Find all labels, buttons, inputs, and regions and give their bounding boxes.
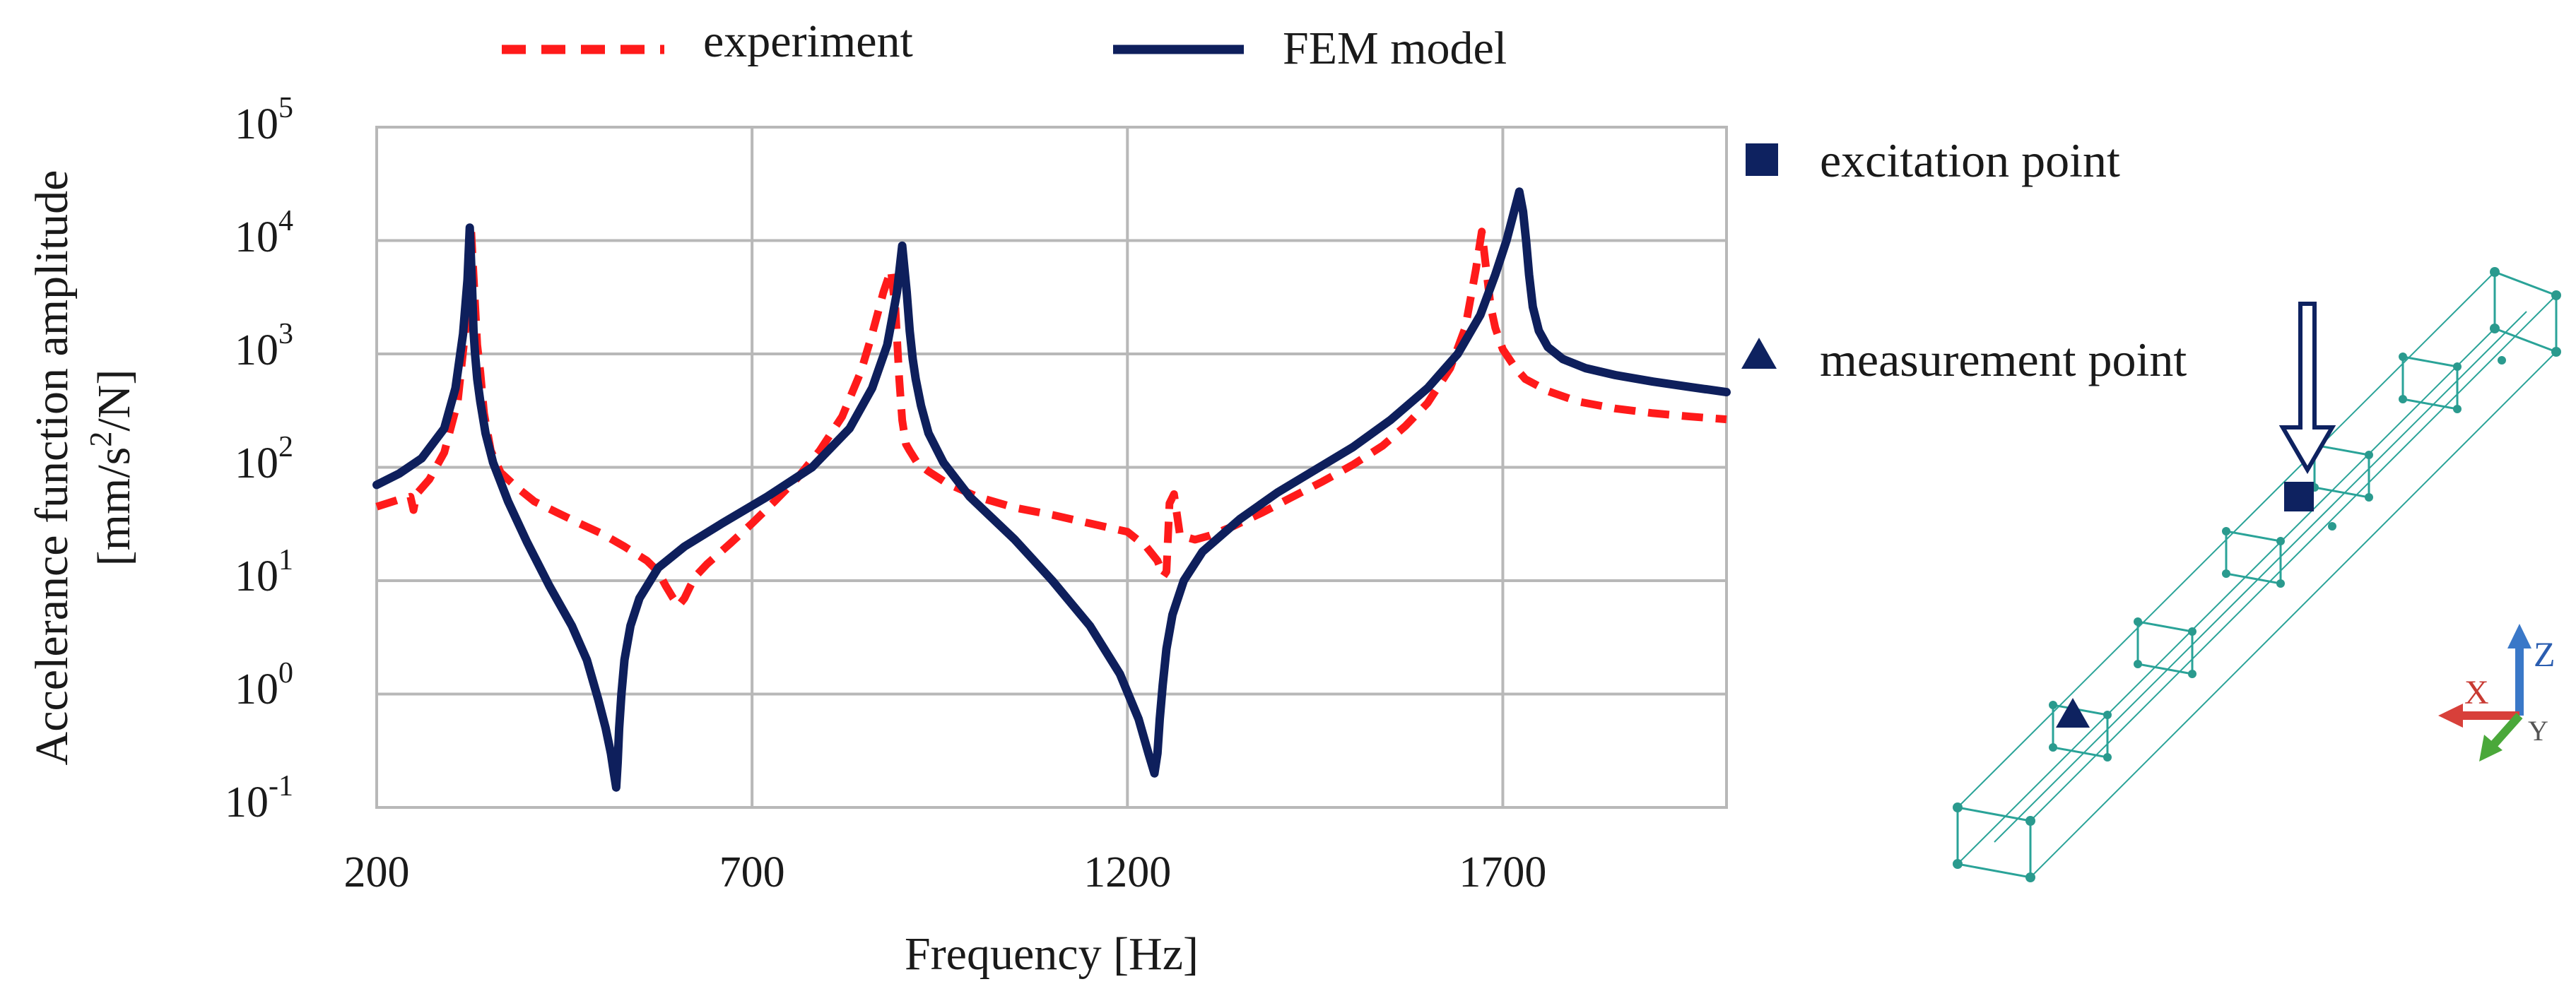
y-tick-label: 104 xyxy=(235,205,293,261)
y-tick-label: 10-1 xyxy=(225,770,293,827)
x-tick-label: 1700 xyxy=(1459,848,1546,896)
legend: experiment FEM model xyxy=(502,16,1507,74)
fem-model-series-line xyxy=(372,187,1731,792)
y-tick-label: 103 xyxy=(235,318,293,374)
excitation-label: excitation point xyxy=(1820,134,2120,187)
series-layer xyxy=(372,187,1731,792)
x-tick-label: 700 xyxy=(719,848,785,896)
experiment-series-line xyxy=(375,227,1727,610)
excitation-arrow-icon xyxy=(2278,302,2336,474)
beam-mesh-diagram xyxy=(1953,267,2561,882)
plot-area xyxy=(372,126,1731,809)
x-tick-label: 200 xyxy=(344,848,410,896)
y-tick-labels: 105 104 103 102 101 100 10-1 xyxy=(225,92,293,827)
y-tick-label: 101 xyxy=(235,544,293,600)
measurement-point-marker xyxy=(2056,698,2090,728)
coordinate-triad-icon: Z X Y xyxy=(2438,624,2556,762)
legend-fem-label: FEM model xyxy=(1283,23,1507,74)
y-tick-label: 105 xyxy=(235,92,293,148)
excitation-square-icon xyxy=(1746,143,1778,176)
y-axis-title: Accelerance function amplitude [mm/s2/N] xyxy=(26,170,140,766)
legend-experiment-label: experiment xyxy=(703,16,913,67)
measurement-label: measurement point xyxy=(1820,333,2187,386)
excitation-point-marker xyxy=(2284,482,2314,511)
y-axis-title-unit: [mm/s2/N] xyxy=(83,369,140,567)
y-axis-title-line1: Accelerance function amplitude xyxy=(26,170,78,766)
x-tick-labels: 200 700 1200 1700 xyxy=(344,848,1547,896)
triad-y-label: Y xyxy=(2528,715,2548,747)
y-tick-label: 100 xyxy=(235,657,293,713)
measurement-triangle-icon xyxy=(1741,338,1777,369)
marker-key: excitation point measurement point xyxy=(1741,134,2187,386)
triad-z-label: Z xyxy=(2534,634,2556,674)
triad-x-label: X xyxy=(2464,674,2489,711)
y-tick-label: 102 xyxy=(235,431,293,487)
x-tick-label: 1200 xyxy=(1083,848,1171,896)
x-axis-title: Frequency [Hz] xyxy=(905,928,1199,980)
